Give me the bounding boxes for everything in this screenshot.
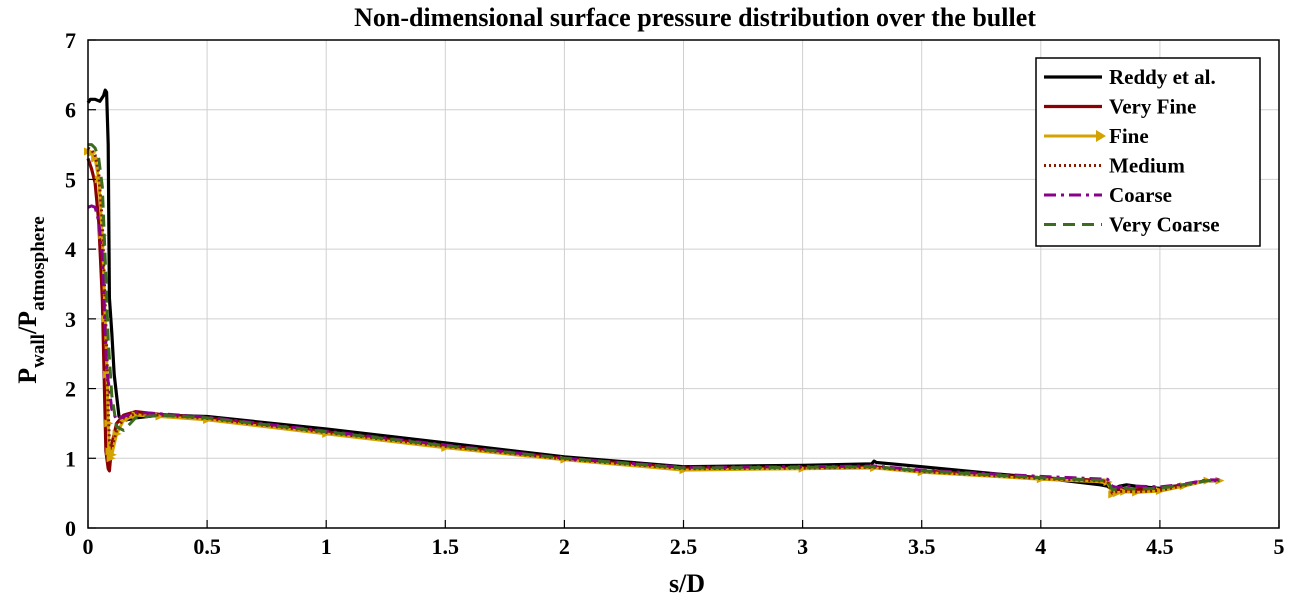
series-layer xyxy=(84,88,1225,499)
series-line-very-coarse xyxy=(88,143,1220,492)
y-tick-label: 6 xyxy=(65,98,76,123)
y-tick-label: 3 xyxy=(65,307,76,332)
legend-box xyxy=(1035,57,1261,247)
y-label-base2: P xyxy=(13,311,42,327)
series-marker-fine xyxy=(1120,487,1130,496)
y-tick-label: 2 xyxy=(65,377,76,402)
series-marker-fine xyxy=(107,450,117,459)
x-tick-label: 4 xyxy=(1035,534,1046,559)
series-marker-fine xyxy=(131,411,141,420)
legend: Reddy et al. Very Fine Fine Medium Coarse Ver… xyxy=(1035,57,1261,247)
y-label-sep: / xyxy=(13,326,42,335)
x-tick-label: 3.5 xyxy=(908,534,936,559)
y-tick-label: 7 xyxy=(65,28,76,53)
x-tick-label: 0 xyxy=(83,534,94,559)
x-tick-label: 4.5 xyxy=(1146,534,1174,559)
y-axis-label: Pwall/Patmosphere xyxy=(13,216,49,383)
legend-label-very-fine: Very Fine xyxy=(1109,95,1196,119)
legend-label-reddy-et-al: Reddy et al. xyxy=(1109,65,1216,89)
series-line-coarse xyxy=(87,204,1220,490)
y-tick-label: 1 xyxy=(65,446,76,471)
x-tick-label: 1 xyxy=(321,534,332,559)
legend-label-fine: Fine xyxy=(1109,124,1149,148)
y-tick-label: 4 xyxy=(65,237,76,262)
y-label-sub2: atmosphere xyxy=(28,216,49,311)
series-marker-fine xyxy=(91,154,101,163)
x-tick-label: 2.5 xyxy=(670,534,698,559)
x-tick-label: 1.5 xyxy=(432,534,460,559)
y-label-sub1: wall xyxy=(28,334,49,368)
x-tick-label: 5 xyxy=(1274,534,1285,559)
legend-items: Reddy et al. Very Fine Fine Medium Coarse Ver… xyxy=(1044,65,1220,237)
series-marker-fine xyxy=(104,419,114,428)
series-marker-fine xyxy=(94,175,104,184)
x-tick-label: 3 xyxy=(797,534,808,559)
y-tick-labels: 0 1 2 3 4 5 6 7 xyxy=(65,28,96,541)
legend-marker-fine xyxy=(1096,130,1106,142)
legend-label-coarse: Coarse xyxy=(1109,183,1172,207)
x-tick-label: 0.5 xyxy=(193,534,221,559)
x-tick-labels: 0 0.5 1 1.5 2 2.5 3 3.5 4 4.5 5 xyxy=(83,520,1285,559)
y-tick-label: 5 xyxy=(65,167,76,192)
y-label-base1: P xyxy=(13,368,42,384)
y-tick-label: 0 xyxy=(65,516,76,541)
series-marker-fine xyxy=(105,447,115,456)
legend-label-medium: Medium xyxy=(1109,154,1185,178)
x-axis-label: s/D xyxy=(669,569,705,598)
legend-label-very-coarse: Very Coarse xyxy=(1109,213,1220,237)
chart-title: Non-dimensional surface pressure distrib… xyxy=(354,3,1036,32)
x-tick-label: 2 xyxy=(559,534,570,559)
